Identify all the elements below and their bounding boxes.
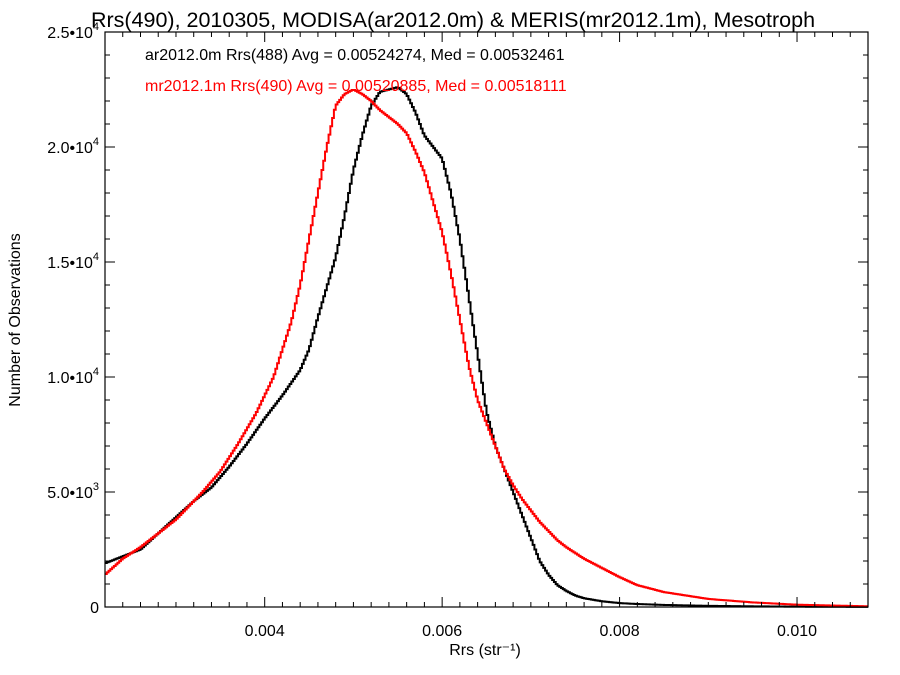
x-axis: 0.004 0.006 0.008 0.010 [122,32,869,640]
y-axis-title: Number of Observations [7,233,24,406]
y-axis: 0 5.0•103 1.0•104 1.5•104 2.0•104 2.5•104 [47,21,868,617]
legend-entry-black: ar2012.0m Rrs(488) Avg = 0.00524274, Med… [145,47,565,64]
series-line-1 [105,88,868,608]
chart-title: Rrs(490), 2010305, MODISA(ar2012.0m) & M… [91,8,815,32]
y-tick-label: 5.0•103 [47,481,99,502]
y-tick-label: 1.5•104 [47,251,99,272]
y-tick-label: 2.5•104 [47,21,99,42]
x-tick-label: 0.008 [600,623,640,640]
plot-frame [104,31,869,608]
series-layer [105,86,868,608]
x-tick-label: 0.006 [422,623,462,640]
x-axis-title: Rrs (str⁻¹) [449,642,521,659]
x-tick-label: 0.004 [245,623,285,640]
y-tick-label: 1.0•104 [47,366,99,387]
x-tick-label: 0.010 [777,623,817,640]
y-tick-label: 2.0•104 [47,136,99,157]
y-tick-label: 0 [90,600,99,617]
legend-entry-red: mr2012.1m Rrs(490) Avg = 0.00520885, Med… [145,78,567,95]
series-line-0 [105,86,868,608]
